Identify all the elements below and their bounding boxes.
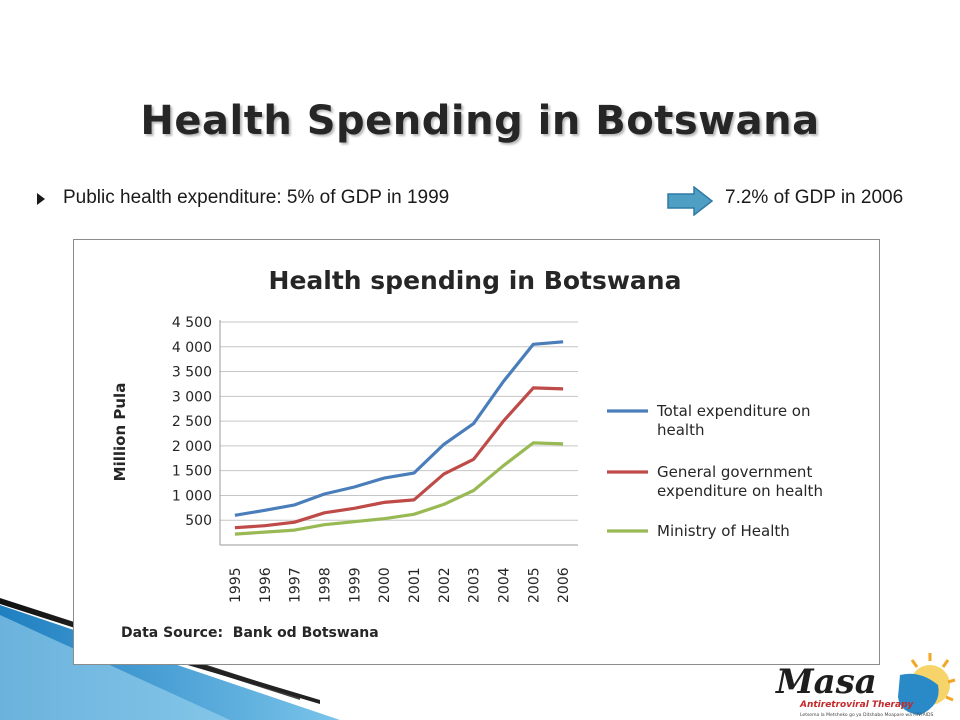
bullet-text-start: Public health expenditure: 5% of GDP in … <box>63 187 450 208</box>
chart-title: Health spending in Botswana <box>269 266 682 295</box>
logo-wordmark: Masa <box>775 662 877 702</box>
y-tick-label: 1 000 <box>172 488 212 504</box>
legend-label: General government expenditure on health <box>657 463 823 500</box>
x-tick-label: 2005 <box>526 567 542 603</box>
series-line-3 <box>234 441 564 536</box>
y-tick-label: 4 500 <box>172 315 212 331</box>
arrow-right-icon <box>667 186 714 216</box>
legend-label: Total expenditure on health <box>656 402 811 439</box>
y-tick-label: 1 500 <box>172 464 212 480</box>
bullet-point: Public health expenditure: 5% of GDP in … <box>36 186 946 216</box>
triangle-bullet-icon <box>37 193 45 205</box>
masa-logo: Masa Antiretroviral Therapy Letsema la M… <box>775 653 956 718</box>
x-tick-label: 2003 <box>467 567 483 603</box>
bullet-text-end: 7.2% of GDP in 2006 <box>725 187 904 208</box>
y-tick-label: 3 500 <box>172 365 212 381</box>
logo-tagline: Antiretroviral Therapy <box>799 700 915 710</box>
x-tick-label: 2006 <box>556 567 572 603</box>
x-tick-label: 2001 <box>407 567 423 603</box>
x-tick-label: 1996 <box>258 567 274 603</box>
x-tick-label: 1998 <box>317 567 333 603</box>
slide-title: Health Spending in Botswana <box>140 98 820 144</box>
x-tick-label: 2002 <box>437 567 453 603</box>
logo-motto: Letsema la Metsheko go ya Ditshabo Moapa… <box>800 712 933 718</box>
y-tick-label: 4 000 <box>172 340 212 356</box>
x-tick-label: 2004 <box>496 567 512 603</box>
y-axis-label: Million Pula <box>111 383 129 482</box>
series-line-1 <box>234 340 564 517</box>
x-tick-label: 1997 <box>288 567 304 603</box>
series-line-2 <box>234 386 564 530</box>
y-tick-label: 3 000 <box>172 389 212 405</box>
x-tick-label: 2000 <box>377 567 393 603</box>
data-source-note: Data Source: Bank od Botswana <box>121 625 379 641</box>
y-tick-label: 500 <box>185 513 212 529</box>
sun-icon <box>898 653 956 715</box>
legend-label: Ministry of Health <box>657 522 790 540</box>
chart-frame <box>73 239 880 665</box>
x-tick-label: 1995 <box>228 567 244 603</box>
y-tick-label: 2 500 <box>172 414 212 430</box>
line-chart: Health spending in Botswana Million Pula… <box>111 266 823 641</box>
x-tick-label: 1999 <box>347 567 363 603</box>
y-tick-label: 2 000 <box>172 439 212 455</box>
